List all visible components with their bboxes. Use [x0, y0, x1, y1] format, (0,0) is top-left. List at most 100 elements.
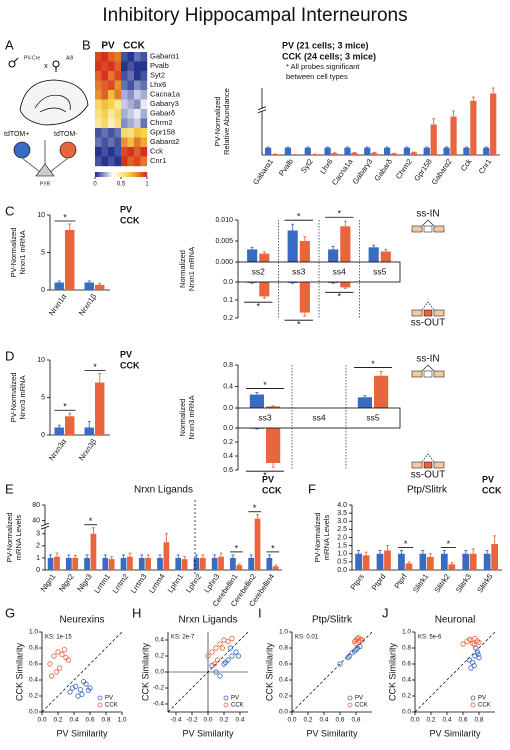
- figure-title: Inhibitory Hippocampal Interneurons: [102, 5, 407, 26]
- y-axis-label: Relative Abundance: [222, 88, 231, 155]
- heatmap-cell: [108, 90, 115, 100]
- heatmap-cell: [140, 99, 148, 110]
- y-tick-label: 0.2: [155, 653, 164, 660]
- synapse: [21, 140, 69, 173]
- heatmap-cell: [101, 99, 109, 110]
- heatmap-cell: [95, 128, 102, 138]
- panel-label: G: [5, 605, 15, 620]
- bar: [230, 557, 236, 570]
- y-tick-label: 3.0: [337, 518, 347, 525]
- legend-label: PV: [355, 696, 363, 702]
- significance-mark: *: [297, 320, 301, 330]
- x-tick-label: 0.6: [458, 717, 467, 724]
- y-tick-label: 0.000: [215, 259, 233, 266]
- x-tick-label: Lrrtm1: [92, 572, 112, 595]
- colorbar-segment: [95, 172, 98, 177]
- group-label: CCK: [123, 41, 145, 52]
- heatmap-cell: [121, 118, 128, 129]
- heatmap-cell: [95, 118, 102, 129]
- heatmap-cell: [114, 156, 122, 167]
- category-label: ss2: [252, 266, 266, 276]
- bar: [483, 553, 491, 570]
- heatmap-cell: [101, 118, 109, 129]
- bar: [259, 253, 270, 262]
- y-tick-label: 0: [36, 567, 40, 574]
- heatmap-cell: [114, 80, 122, 91]
- bar: [490, 93, 497, 155]
- y-axis-label: CCK Similarity: [387, 643, 397, 702]
- colorbar-segment: [101, 172, 104, 177]
- significance-mark: *: [63, 212, 67, 222]
- y-tick-label: 0.1: [223, 297, 233, 304]
- point: [59, 651, 65, 658]
- heatmap-cell: [95, 156, 102, 167]
- point: [205, 653, 211, 659]
- bar: [368, 247, 379, 262]
- row-label: Gabarα2: [150, 137, 179, 146]
- colorbar-segment: [138, 172, 141, 177]
- bar: [65, 230, 75, 290]
- bar: [331, 153, 338, 155]
- y-tick-label: 4.0: [337, 502, 347, 509]
- bar: [299, 282, 310, 313]
- y-tick-label: 0.4: [29, 677, 38, 684]
- heatmap-cell: [134, 128, 141, 138]
- significance-mark: *: [263, 471, 267, 481]
- brain-slice: [19, 79, 89, 126]
- bar: [483, 147, 490, 155]
- bar: [469, 553, 477, 570]
- bar: [181, 559, 188, 570]
- bar: [108, 559, 115, 570]
- significance-mark: *: [271, 543, 275, 553]
- bar: [211, 557, 218, 570]
- x-tick-label: 0.0: [410, 717, 419, 724]
- heatmap-cell: [108, 128, 115, 138]
- heatmap-cell: [127, 147, 135, 157]
- legend-label: CCK: [262, 485, 282, 495]
- x-tick-label: Gabarα1: [251, 157, 275, 186]
- point: [53, 669, 60, 675]
- exon-icon: [411, 461, 423, 469]
- significance-mark: *: [404, 539, 408, 549]
- y-tick-label: 1.0: [402, 629, 411, 636]
- heatmap-cell: [121, 128, 128, 138]
- colorbar-segment: [145, 172, 148, 177]
- colorbar-segment: [140, 172, 143, 177]
- bar: [304, 147, 311, 155]
- point: [353, 640, 359, 646]
- heatmap-cell: [140, 128, 148, 138]
- annotation: KS: 5e-6: [418, 635, 442, 641]
- y-tick-label: 1.0: [279, 629, 288, 636]
- point: [469, 640, 476, 646]
- colorbar-segment: [98, 172, 101, 177]
- y-tick-label: 2.5: [337, 526, 347, 533]
- legend-marker: [470, 702, 476, 708]
- x-tick-label: Slitrk3: [454, 572, 473, 594]
- significance-mark: *: [371, 359, 375, 369]
- category-label: ss5: [373, 266, 387, 276]
- colorbar-segment: [143, 172, 146, 177]
- bar: [405, 563, 413, 570]
- point: [47, 661, 53, 667]
- colorbar-segment: [100, 172, 103, 177]
- y-tick-label: 0.4: [155, 637, 164, 644]
- x-tick-label: Lrrtm3: [129, 572, 149, 595]
- heatmap-cell: [121, 137, 128, 148]
- heatmap-cell: [121, 156, 128, 167]
- exon-icon: [433, 461, 445, 469]
- colorbar-segment: [114, 172, 117, 177]
- category-label: ss5: [366, 412, 380, 422]
- heatmap-cell: [95, 147, 102, 157]
- point: [359, 637, 365, 643]
- exon-icon: [423, 225, 433, 233]
- legend-marker: [97, 702, 103, 708]
- bar: [419, 553, 427, 570]
- colorbar-segment: [105, 172, 108, 177]
- x-tick-label: Pvalb: [277, 157, 295, 178]
- y-tick-label: 5: [41, 394, 45, 401]
- point: [346, 653, 353, 659]
- y-tick-label: 0.2: [402, 693, 411, 700]
- y-tick-label: 3.5: [337, 510, 347, 517]
- colorbar-segment: [107, 172, 110, 177]
- axis-break: [257, 106, 267, 111]
